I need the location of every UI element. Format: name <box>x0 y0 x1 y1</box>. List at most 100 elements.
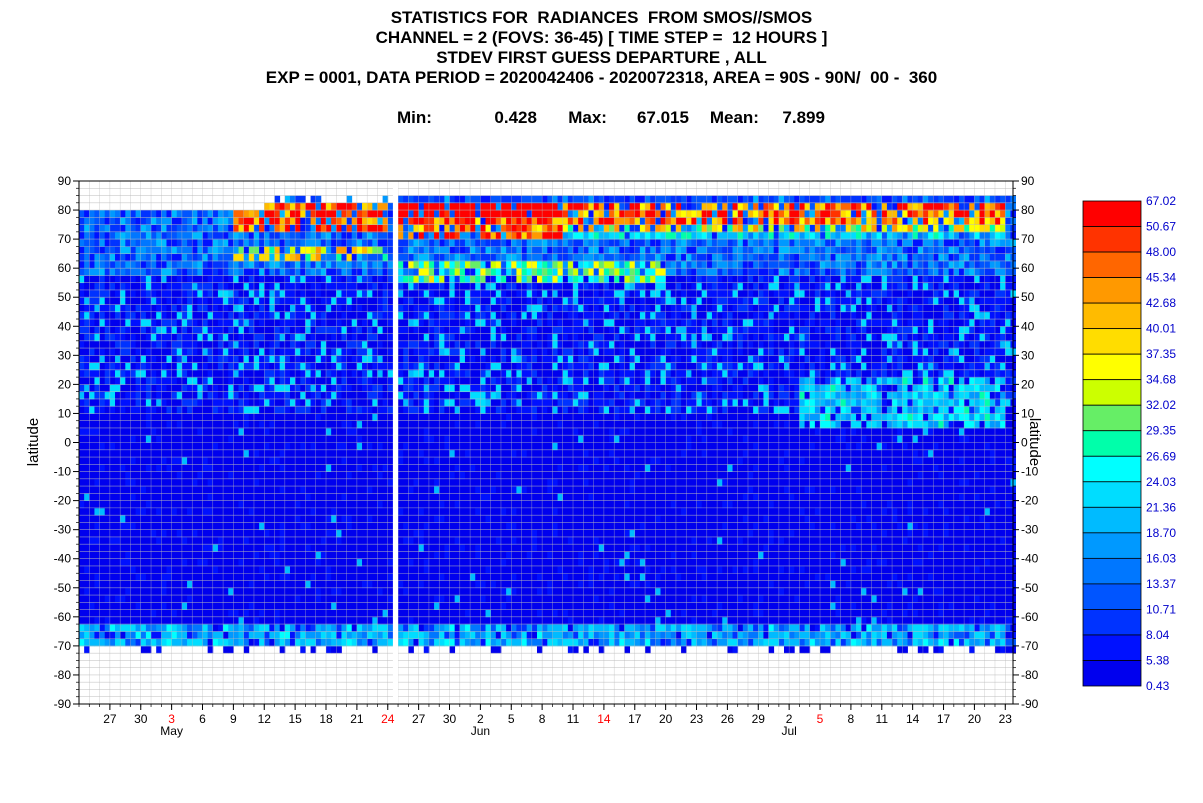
heatmap-cell <box>115 225 121 233</box>
heatmap-cell <box>480 392 486 400</box>
heatmap-cell <box>311 486 317 494</box>
heatmap-cell <box>264 217 270 225</box>
heatmap-cell <box>115 544 121 552</box>
heatmap-cell <box>141 225 147 233</box>
heatmap-cell <box>424 246 430 254</box>
heatmap-cell <box>311 377 317 385</box>
heatmap-cell <box>110 508 116 516</box>
heatmap-cell <box>213 501 219 509</box>
heatmap-cell <box>166 232 172 240</box>
heatmap-cell <box>372 646 378 654</box>
heatmap-cell <box>110 363 116 371</box>
heatmap-cell <box>383 275 389 283</box>
heatmap-cell <box>316 377 322 385</box>
heatmap-cell <box>470 450 476 458</box>
heatmap-cell <box>192 392 198 400</box>
heatmap-cell <box>249 581 255 589</box>
heatmap-cell <box>275 544 281 552</box>
heatmap-cell <box>419 348 425 356</box>
heatmap-cell <box>398 631 404 639</box>
heatmap-cell <box>331 239 337 247</box>
heatmap-cell <box>249 384 255 392</box>
heatmap-cell <box>383 355 389 363</box>
heatmap-cell <box>89 464 95 472</box>
heatmap-cell <box>321 595 327 603</box>
heatmap-cell <box>100 501 106 509</box>
heatmap-cell <box>326 392 332 400</box>
heatmap-cell <box>187 486 193 494</box>
heatmap-cell <box>455 551 461 559</box>
heatmap-cell <box>372 203 378 211</box>
heatmap-cell <box>94 443 100 451</box>
heatmap-cell <box>254 624 260 632</box>
heatmap-cell <box>398 363 404 371</box>
heatmap-cell <box>408 479 414 487</box>
heatmap-cell <box>84 377 90 385</box>
heatmap-cell <box>357 413 363 421</box>
heatmap-cell <box>398 217 404 225</box>
heatmap-cell <box>388 610 394 618</box>
heatmap-cell <box>285 384 291 392</box>
heatmap-cell <box>166 602 172 610</box>
heatmap-cell <box>146 581 152 589</box>
heatmap-cell <box>352 348 358 356</box>
heatmap-cell <box>321 203 327 211</box>
heatmap-cell <box>100 508 106 516</box>
heatmap-cell <box>341 363 347 371</box>
heatmap-cell <box>465 341 471 349</box>
heatmap-cell <box>89 443 95 451</box>
heatmap-cell <box>105 581 111 589</box>
heatmap-cell <box>259 377 265 385</box>
heatmap-cell <box>326 566 332 574</box>
heatmap-cell <box>419 319 425 327</box>
heatmap-cell <box>413 268 419 276</box>
heatmap-cell <box>125 435 131 443</box>
heatmap-cell <box>275 319 281 327</box>
heatmap-cell <box>480 479 486 487</box>
heatmap-cell <box>326 210 332 218</box>
heatmap-cell <box>218 443 224 451</box>
heatmap-cell <box>254 384 260 392</box>
heatmap-cell <box>439 443 445 451</box>
heatmap-cell <box>177 610 183 618</box>
heatmap-cell <box>259 581 265 589</box>
heatmap-cell <box>336 399 342 407</box>
heatmap-cell <box>100 239 106 247</box>
heatmap-cell <box>177 581 183 589</box>
heatmap-cell <box>223 334 229 342</box>
heatmap-cell <box>388 319 394 327</box>
heatmap-cell <box>285 196 291 204</box>
heatmap-cell <box>172 210 178 218</box>
heatmap-cell <box>439 406 445 414</box>
heatmap-cell <box>455 210 461 218</box>
heatmap-cell <box>94 639 100 647</box>
heatmap-cell <box>172 348 178 356</box>
heatmap-cell <box>136 530 142 538</box>
heatmap-cell <box>100 537 106 545</box>
heatmap-cell <box>429 421 435 429</box>
heatmap-cell <box>218 472 224 480</box>
heatmap-cell <box>218 435 224 443</box>
heatmap-cell <box>372 283 378 291</box>
heatmap-cell <box>439 573 445 581</box>
heatmap-cell <box>470 217 476 225</box>
heatmap-cell <box>491 406 497 414</box>
heatmap-cell <box>455 275 461 283</box>
heatmap-cell <box>146 406 152 414</box>
heatmap-cell <box>455 610 461 618</box>
heatmap-cell <box>125 486 131 494</box>
heatmap-cell <box>166 501 172 509</box>
heatmap-cell <box>115 363 121 371</box>
heatmap-cell <box>444 508 450 516</box>
heatmap-cell <box>403 544 409 552</box>
heatmap-cell <box>403 472 409 480</box>
heatmap-cell <box>94 355 100 363</box>
heatmap-cell <box>372 261 378 269</box>
heatmap-cell <box>501 537 507 545</box>
heatmap-cell <box>331 370 337 378</box>
heatmap-cell <box>383 246 389 254</box>
heatmap-cell <box>120 268 126 276</box>
heatmap-cell <box>125 406 131 414</box>
heatmap-cell <box>383 319 389 327</box>
heatmap-cell <box>336 573 342 581</box>
